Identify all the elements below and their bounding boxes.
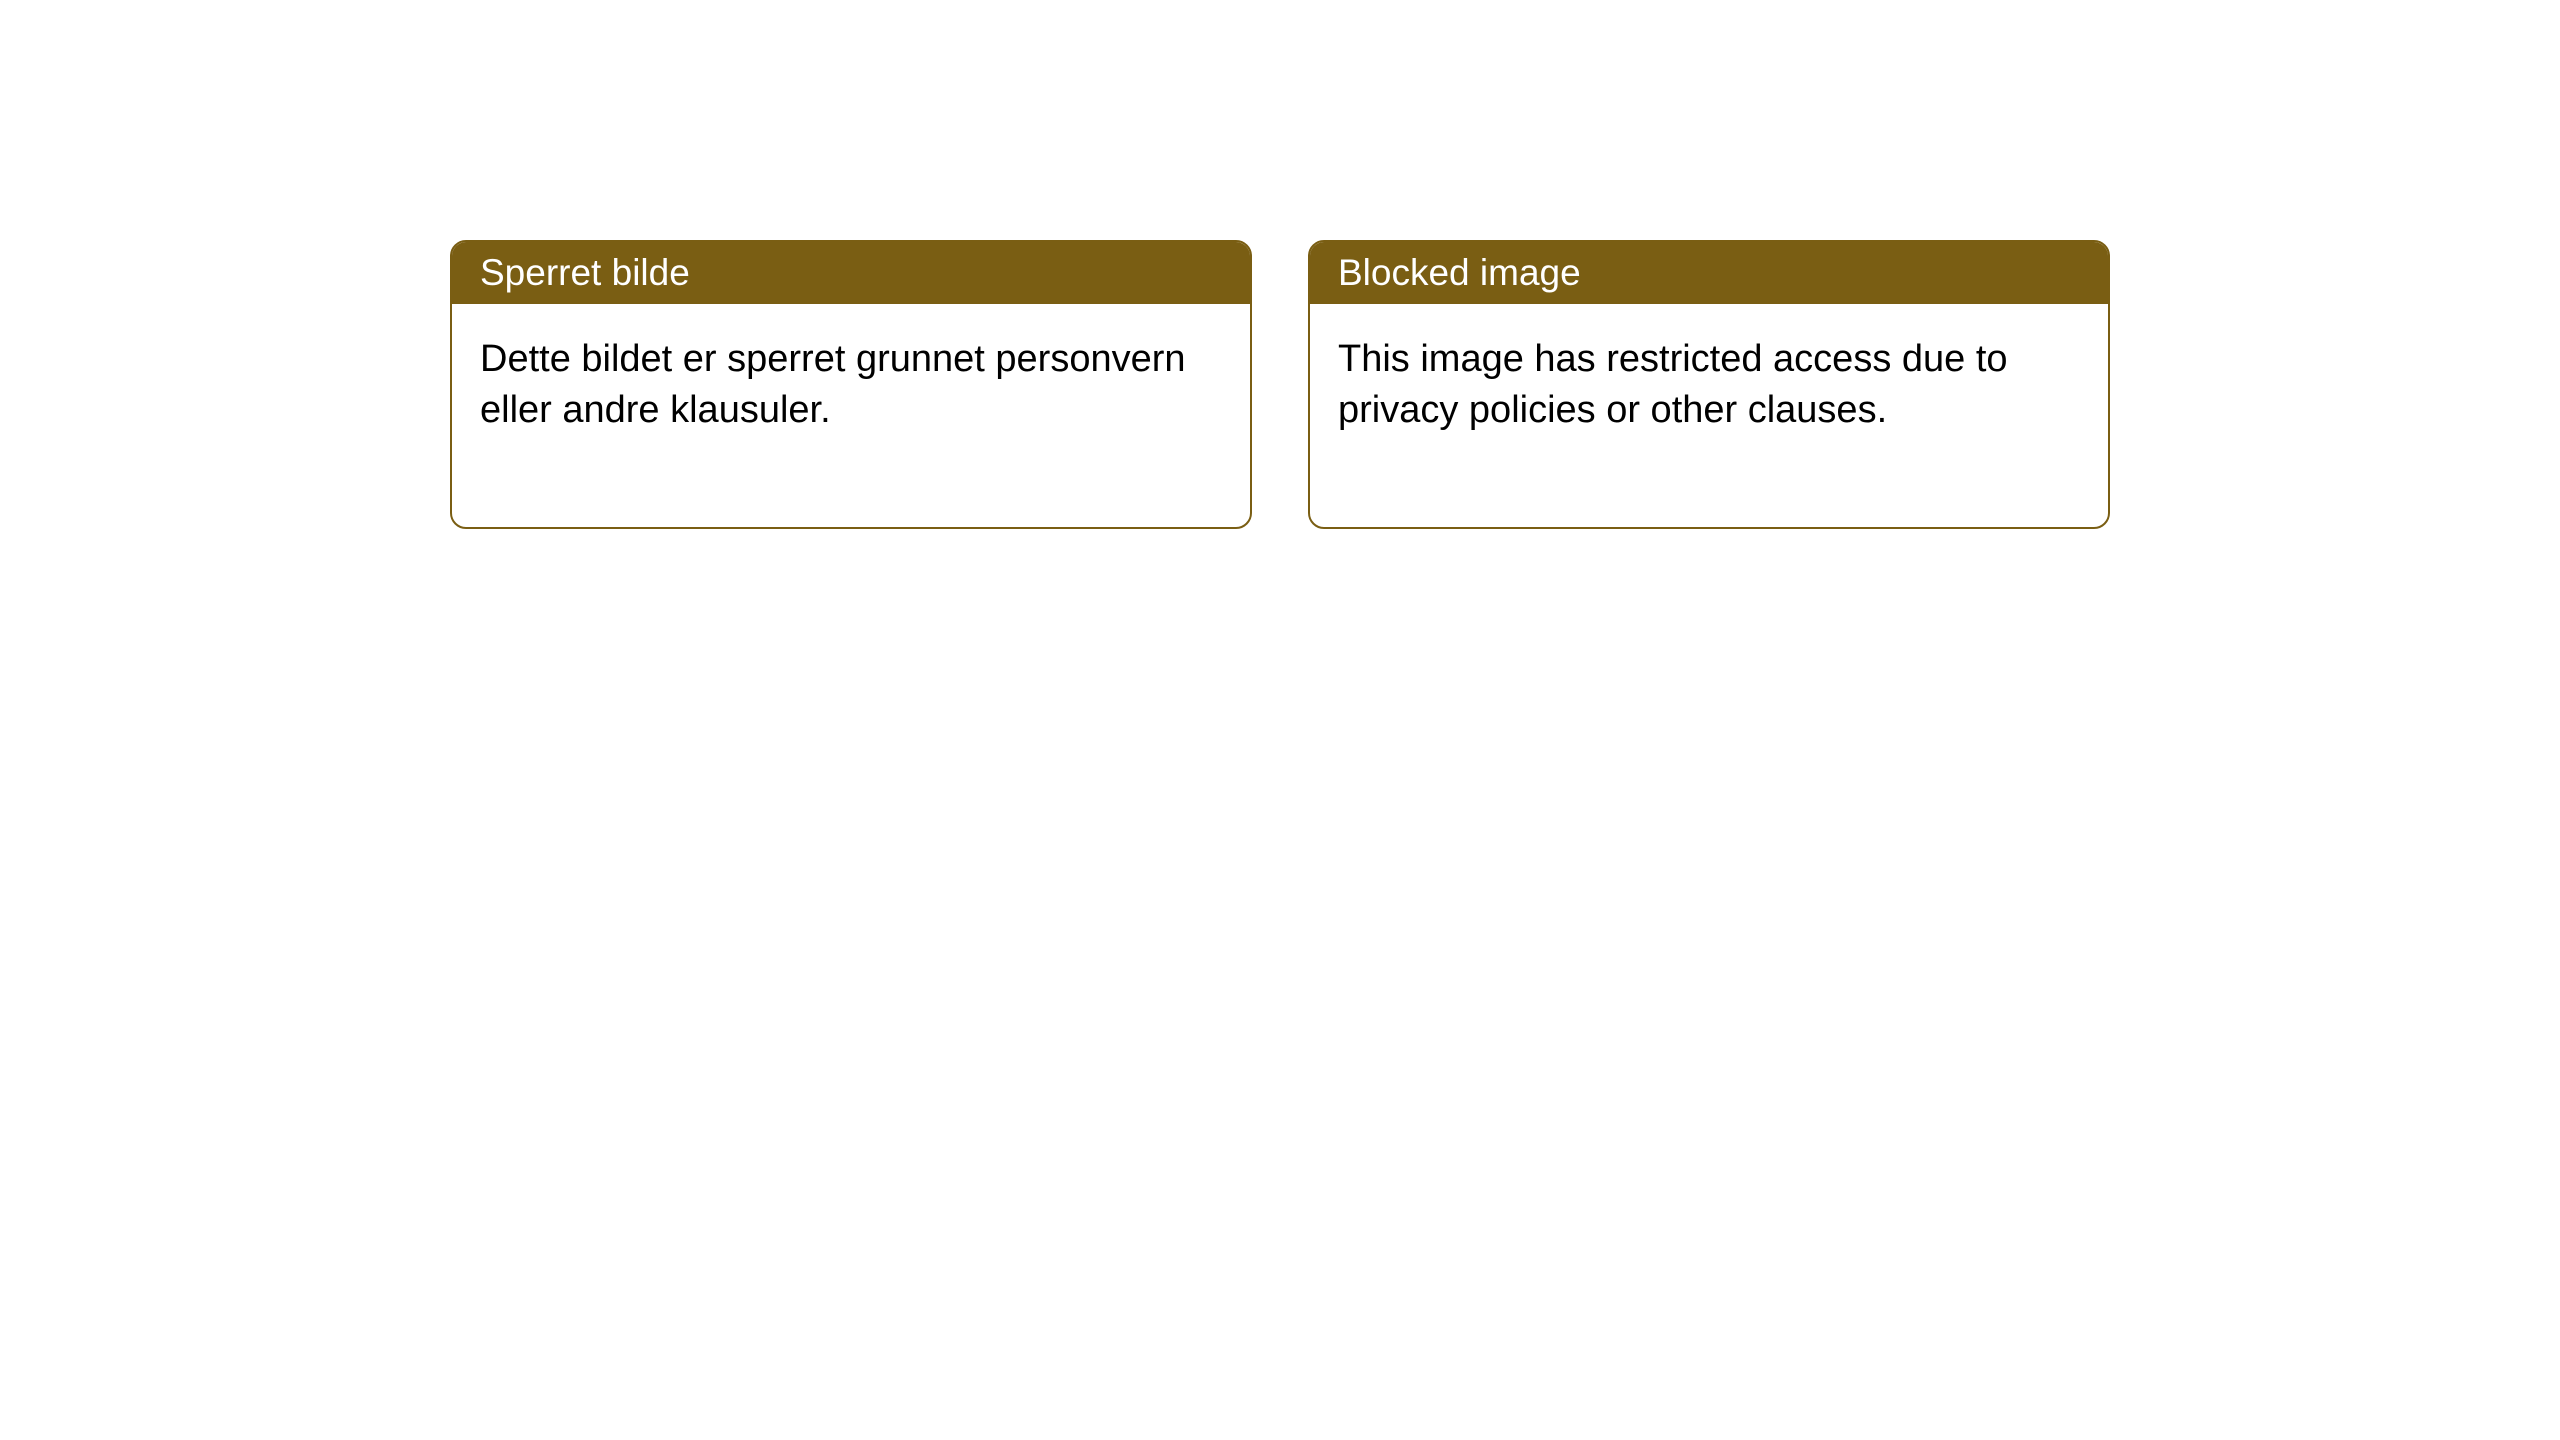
notice-card-norwegian: Sperret bilde Dette bildet er sperret gr… [450, 240, 1252, 529]
notice-header: Blocked image [1310, 242, 2108, 304]
notice-container: Sperret bilde Dette bildet er sperret gr… [0, 0, 2560, 529]
notice-body: This image has restricted access due to … [1310, 304, 2108, 527]
notice-header: Sperret bilde [452, 242, 1250, 304]
notice-card-english: Blocked image This image has restricted … [1308, 240, 2110, 529]
notice-body: Dette bildet er sperret grunnet personve… [452, 304, 1250, 527]
